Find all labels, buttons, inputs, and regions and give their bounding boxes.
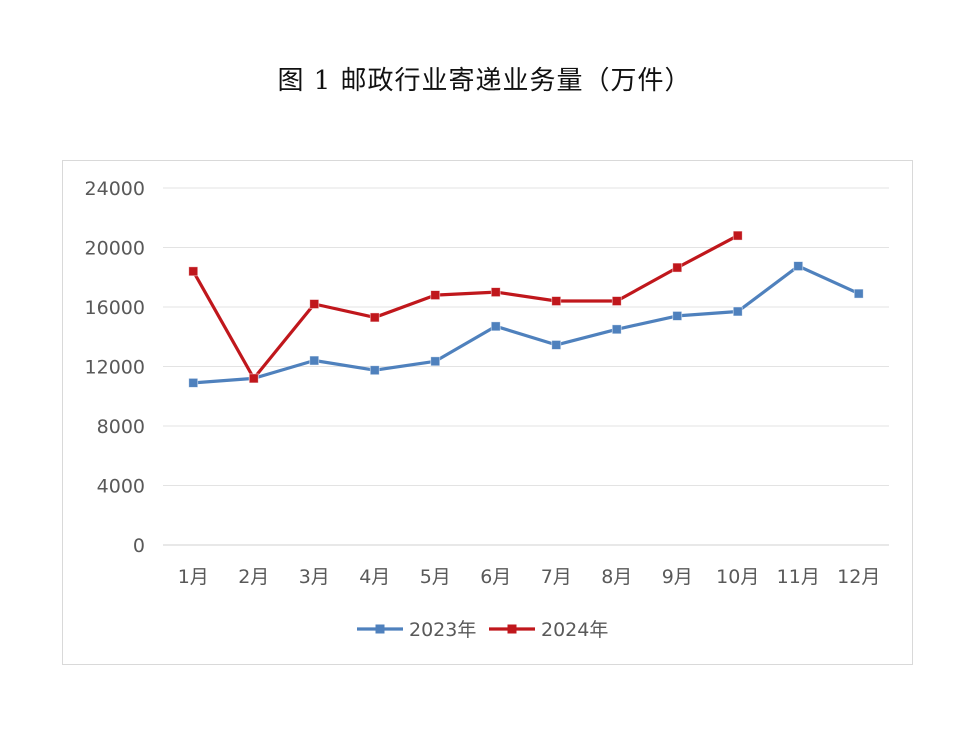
y-tick-label: 8000 xyxy=(97,416,145,438)
legend-label: 2024年 xyxy=(541,619,608,641)
data-point xyxy=(188,377,199,388)
x-tick-label: 6月 xyxy=(480,566,511,588)
axes: 0 4000 8000 12000 16000 20000 24000 1月 2月 3月 4月 5月 6… xyxy=(85,178,881,588)
chart-title: 图 1 邮政行业寄递业务量（万件） xyxy=(277,66,692,96)
data-point xyxy=(551,340,562,350)
data-point xyxy=(793,261,804,271)
y-tick-label: 12000 xyxy=(85,357,145,379)
data-point xyxy=(853,288,864,299)
x-tick-label: 12月 xyxy=(837,566,880,588)
data-point xyxy=(551,296,562,306)
data-point xyxy=(369,312,380,323)
y-tick-label: 4000 xyxy=(97,476,145,498)
data-point xyxy=(490,287,501,298)
legend-marker xyxy=(507,624,517,634)
y-tick-label: 24000 xyxy=(85,178,145,200)
x-tick-label: 3月 xyxy=(299,566,330,588)
data-point xyxy=(430,290,441,301)
data-point xyxy=(369,365,380,376)
data-point xyxy=(430,356,441,367)
data-point xyxy=(611,324,622,335)
y-tick-label: 20000 xyxy=(85,238,145,260)
legend-item: 2024年 xyxy=(489,619,608,641)
y-tick-label: 0 xyxy=(133,535,145,557)
series-line xyxy=(191,264,861,385)
x-tick-label: 10月 xyxy=(716,566,759,588)
x-tick-label: 11月 xyxy=(777,566,820,588)
y-tick-label: 16000 xyxy=(85,297,145,319)
data-point xyxy=(490,321,501,332)
x-tick-label: 4月 xyxy=(359,566,390,588)
series-1 xyxy=(188,261,864,388)
x-tick-label: 8月 xyxy=(601,566,632,588)
series-2 xyxy=(188,230,743,384)
legend-item: 2023年 xyxy=(357,619,476,641)
legend-label: 2023年 xyxy=(409,619,476,641)
legend-marker xyxy=(375,624,385,634)
data-point xyxy=(611,296,622,306)
x-tick-label: 5月 xyxy=(420,566,451,588)
data-point xyxy=(248,373,259,384)
chart-frame xyxy=(62,160,913,665)
x-tick-label: 7月 xyxy=(541,566,572,588)
x-tick-label: 2月 xyxy=(238,566,269,588)
data-point xyxy=(672,262,683,273)
legend: 2023年 2024年 xyxy=(357,619,608,641)
data-point xyxy=(188,266,199,277)
data-point xyxy=(309,299,320,309)
x-tick-label: 1月 xyxy=(178,566,209,588)
data-point xyxy=(732,306,743,317)
gridlines xyxy=(163,187,889,546)
series-layer xyxy=(188,230,864,388)
x-tick-label: 9月 xyxy=(662,566,693,588)
series-line xyxy=(191,234,740,380)
data-point xyxy=(732,230,743,241)
data-point xyxy=(309,355,320,366)
data-point xyxy=(672,311,683,321)
